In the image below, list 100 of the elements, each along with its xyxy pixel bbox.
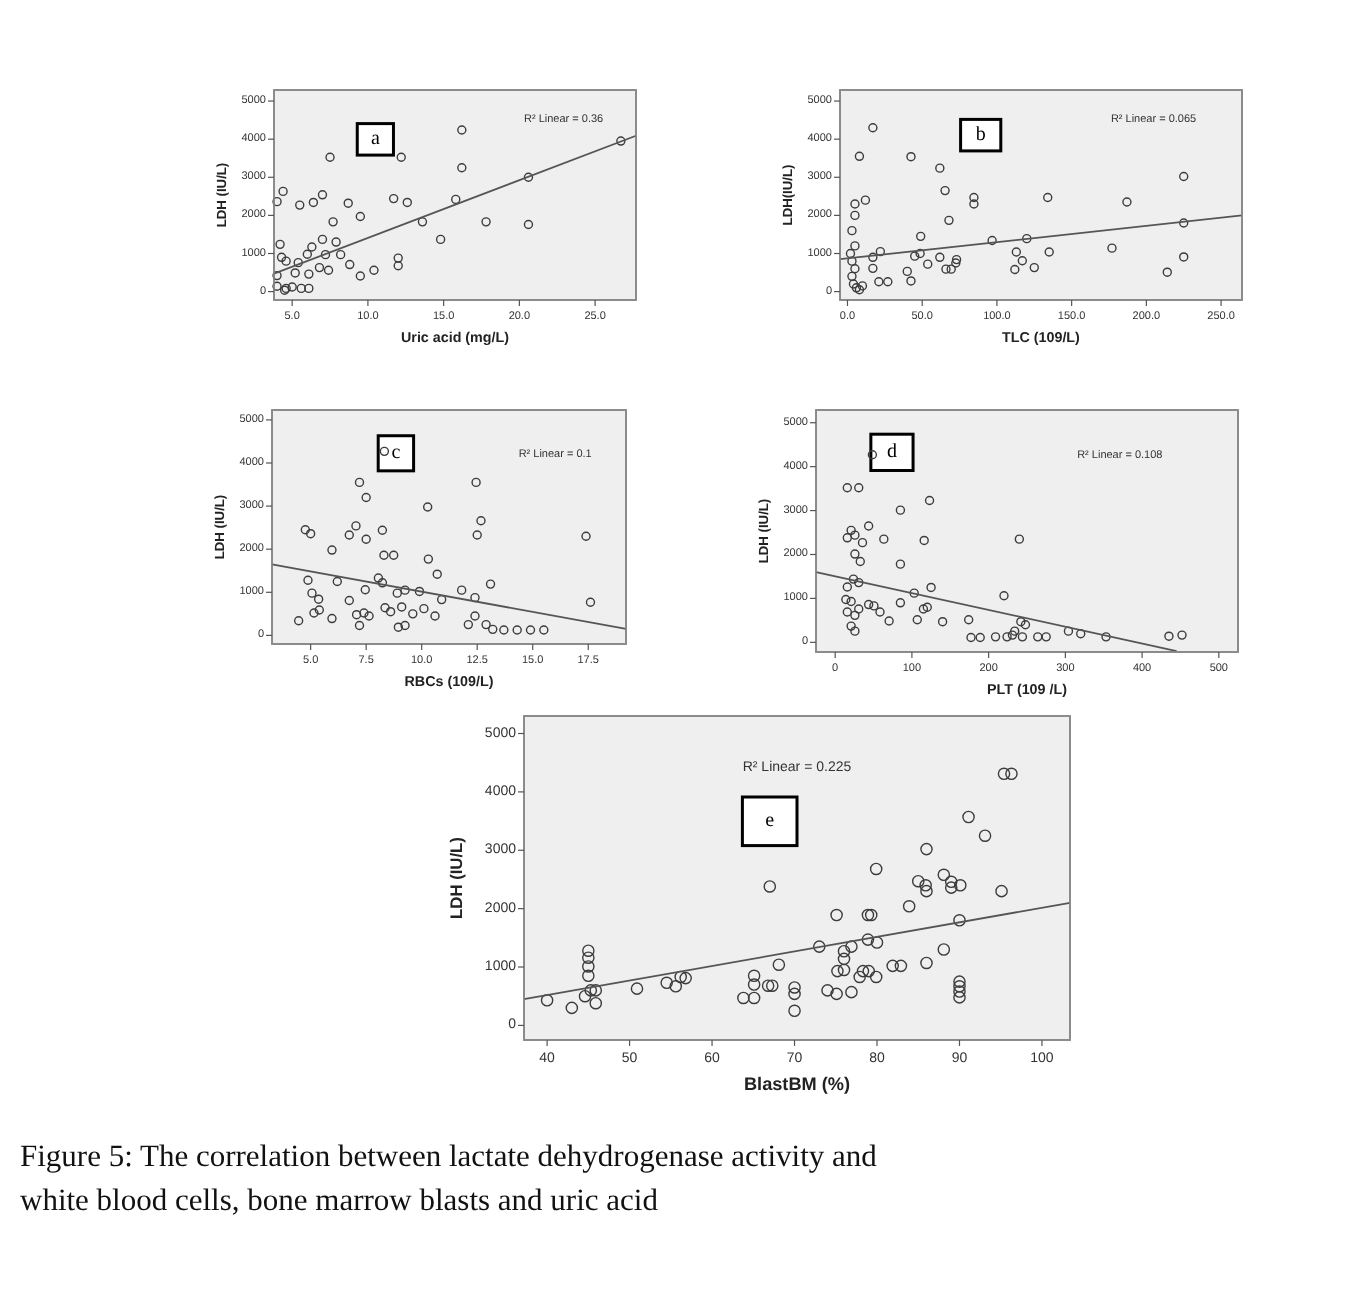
point [1122,197,1132,207]
point [860,195,871,205]
point [432,569,442,579]
point [912,615,922,625]
point [842,607,852,617]
point [857,281,868,291]
point [874,277,884,287]
point [400,585,410,595]
point [400,620,410,631]
point [975,632,985,643]
point [351,610,362,620]
point [868,252,878,263]
point [396,152,406,162]
point [430,611,440,621]
point [281,256,291,266]
point [481,217,491,227]
caption: Figure 5: The correlation between lactate dehydrogenase activity and white blood cells, bone marrow blasts and uric acid [20,1140,878,1218]
point [343,198,353,208]
point [922,602,932,612]
point [369,265,379,275]
point [377,525,388,535]
point [1043,192,1053,203]
point [355,211,366,222]
point [854,604,864,614]
point [857,537,868,548]
point [304,283,314,294]
point [327,545,337,555]
point [481,619,491,630]
point [335,249,346,260]
point [875,246,886,257]
point [906,152,916,162]
point [471,477,481,488]
point [915,248,925,259]
point [351,521,361,531]
point [314,605,324,615]
point [916,231,926,242]
point [379,446,390,457]
point [869,601,879,611]
point [296,283,306,294]
text: b [975,124,986,147]
point [1044,247,1054,257]
point [850,549,860,559]
point [451,194,461,205]
point [463,619,474,630]
point [1010,264,1020,275]
point [906,276,916,286]
point [1007,630,1018,640]
point [344,595,354,606]
point [323,265,334,275]
point [300,525,311,535]
point [293,257,303,268]
point [272,281,282,291]
point [895,598,906,608]
point [848,279,859,289]
point [884,616,894,626]
point [344,530,354,540]
point [850,199,860,209]
point [307,588,317,598]
point [847,271,857,282]
point [512,625,522,635]
point [987,235,997,246]
point [422,502,433,512]
point [969,192,979,203]
point [863,599,874,610]
point [941,264,951,274]
point [355,271,366,281]
point [848,574,859,584]
point [364,611,374,621]
point [868,263,878,274]
point [388,193,399,204]
point [937,617,948,627]
text: c [391,442,402,465]
point [969,199,979,209]
point [457,163,467,173]
point [419,603,429,614]
point [1017,632,1028,642]
point [305,528,316,539]
point [307,242,317,252]
point [895,505,906,515]
point [408,609,418,619]
point [854,151,865,162]
point [1179,218,1189,228]
point [525,625,536,635]
point [313,594,324,604]
point [850,626,860,636]
point [393,261,403,271]
point [393,622,404,632]
point [472,530,482,540]
point [272,196,282,207]
point [926,582,936,593]
point [272,270,282,281]
point [1010,626,1020,636]
point [303,575,313,585]
point [842,483,852,493]
point [385,606,396,617]
point [1029,262,1039,273]
point [327,613,337,624]
point [946,264,956,274]
point [423,554,434,564]
point [476,516,486,526]
